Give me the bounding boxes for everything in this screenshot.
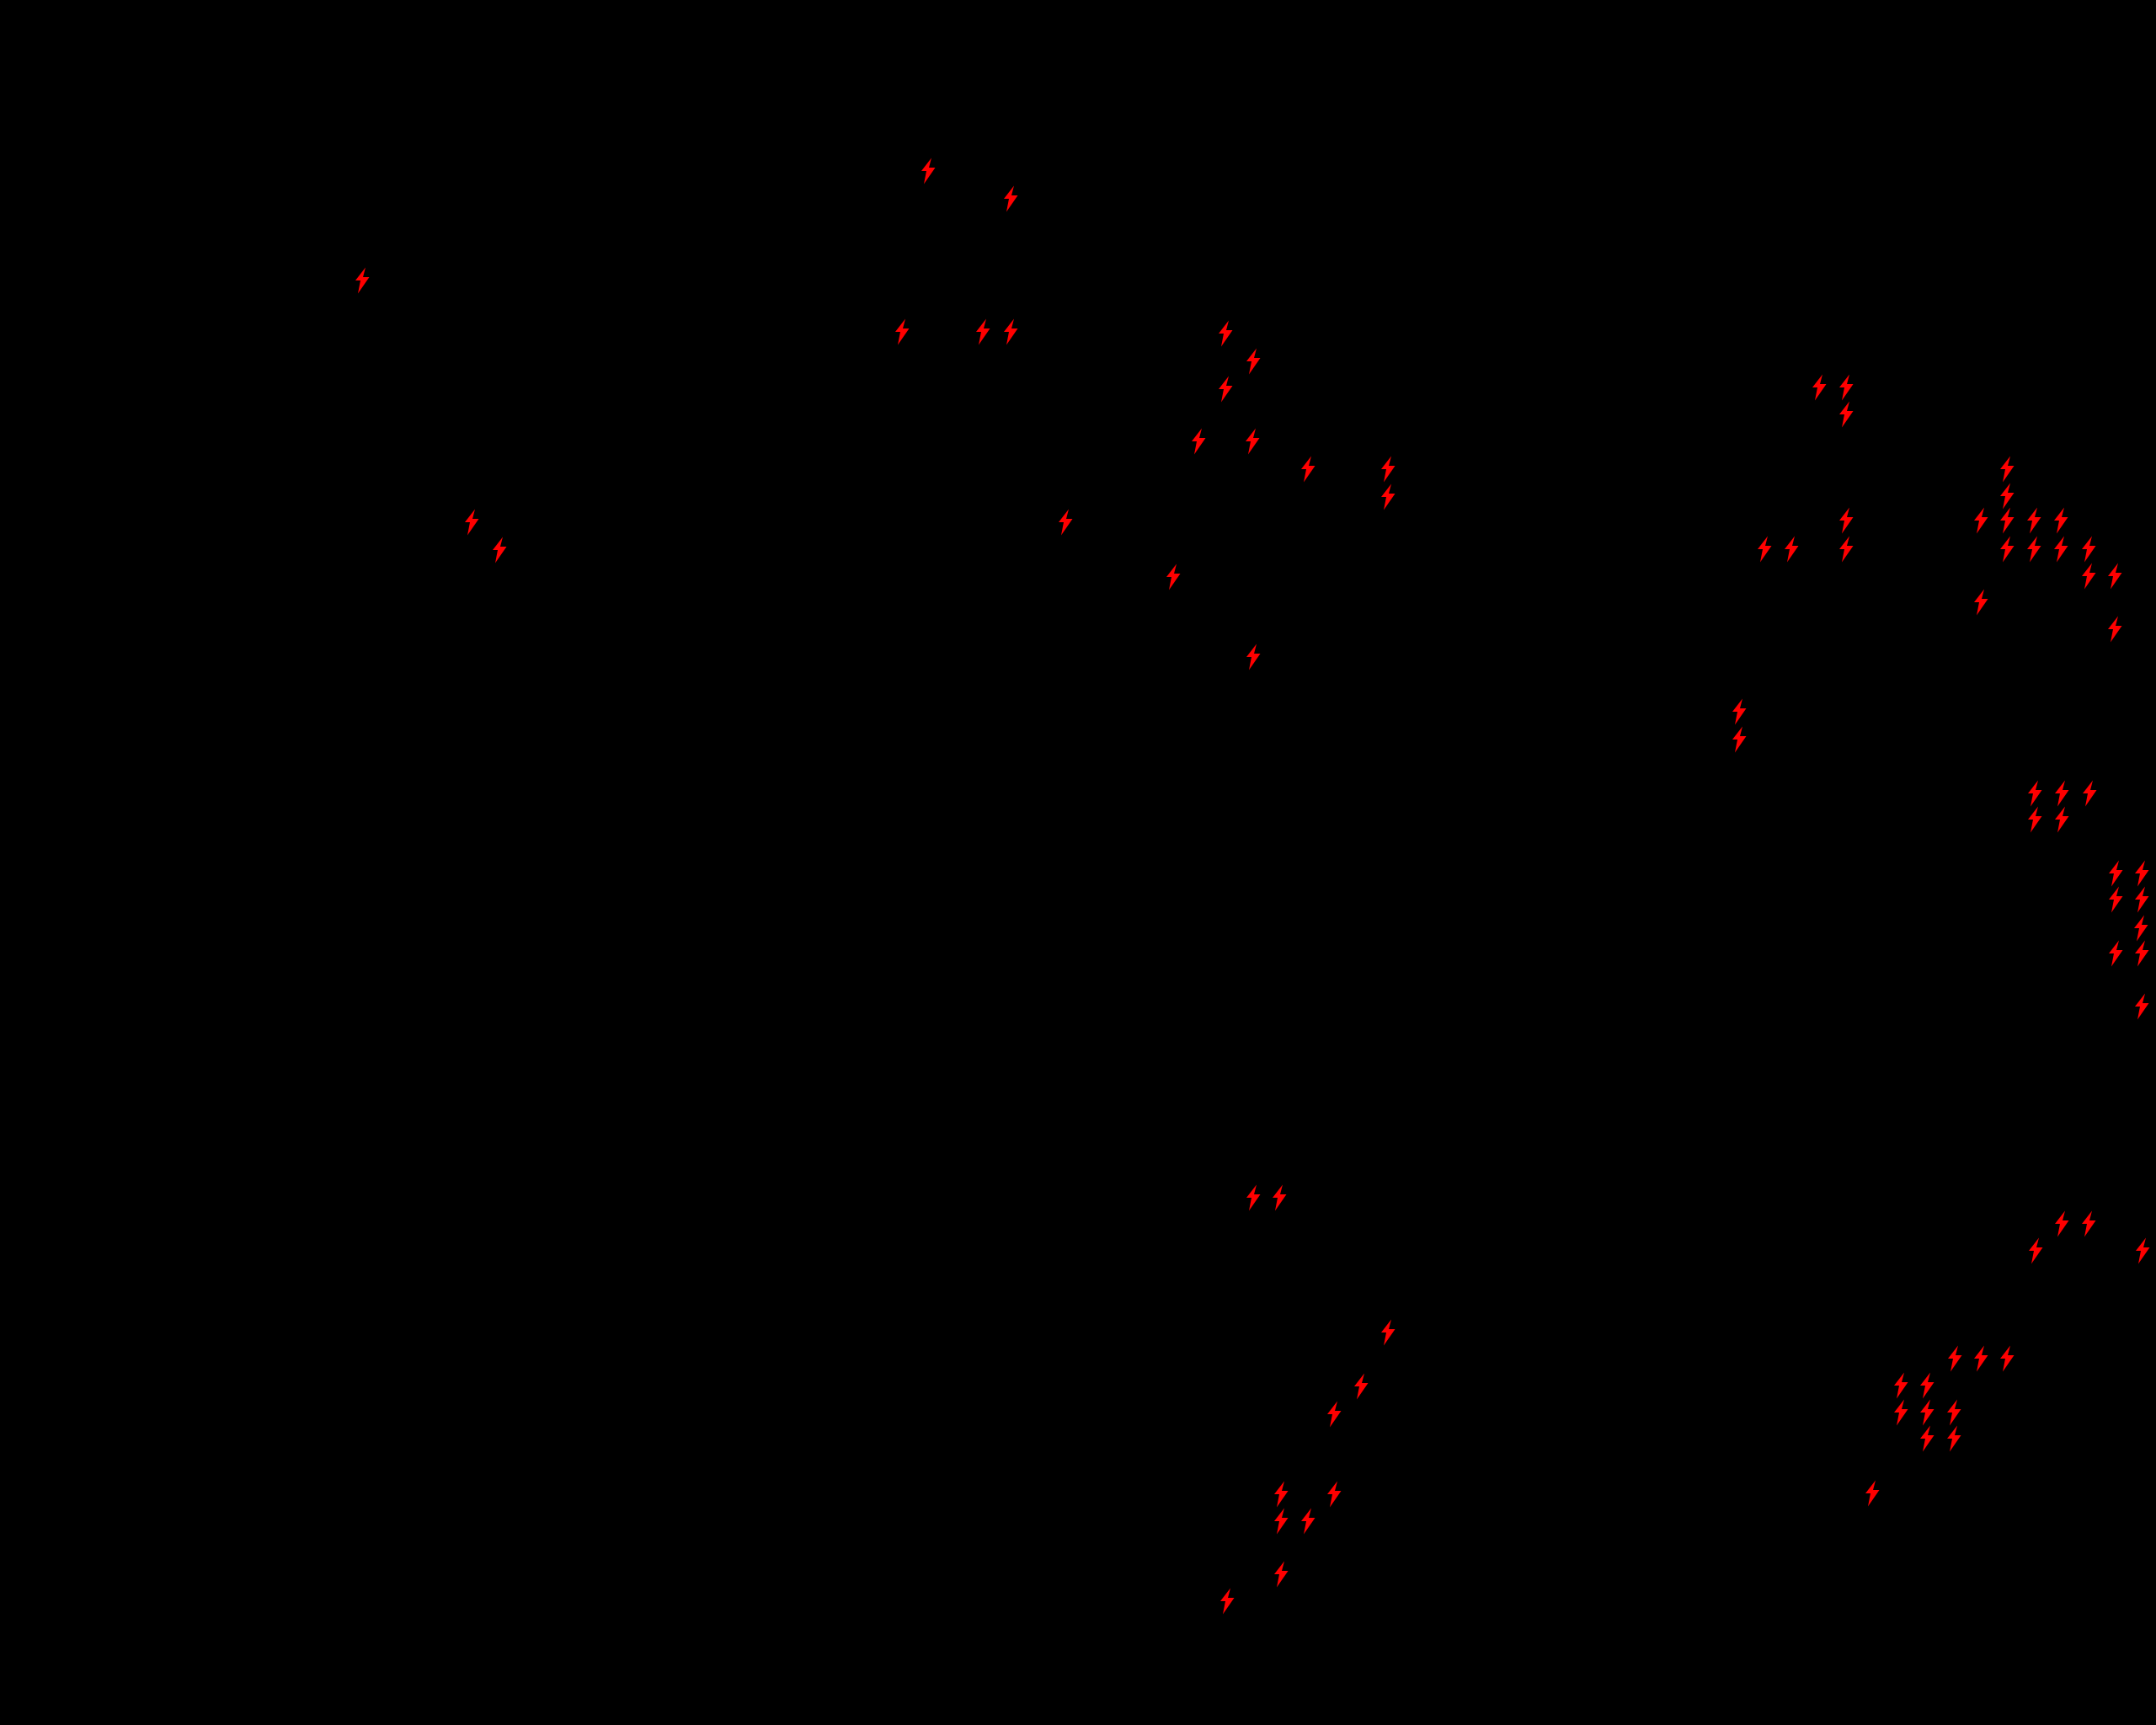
lightning-bolt-icon[interactable] [2027,1238,2045,1264]
lightning-bolt-icon[interactable] [1002,186,1020,212]
lightning-bolt-icon[interactable] [1273,1562,1290,1588]
lightning-bolt-icon[interactable] [1380,1320,1397,1346]
lightning-bolt-icon[interactable] [463,510,481,536]
lightning-bolt-icon[interactable] [1756,537,1774,563]
lightning-bolt-icon[interactable] [2134,1238,2152,1264]
lightning-bolt-icon[interactable] [1245,644,1262,670]
lightning-bolt-icon[interactable] [1919,1373,1936,1399]
lightning-bolt-icon[interactable] [2052,537,2070,563]
lightning-bolt-icon[interactable] [1972,1346,1990,1372]
lightning-bolt-icon[interactable] [1190,429,1208,455]
lightning-bolt-icon[interactable] [1244,429,1262,455]
lightning-bolt-icon[interactable] [1999,537,2016,563]
lightning-bolt-icon[interactable] [2053,781,2071,807]
lightning-bolt-icon[interactable] [2080,563,2098,590]
lightning-bolt-icon[interactable] [1271,1185,1289,1211]
lightning-bolt-icon[interactable] [1731,727,1748,753]
lightning-bolt-icon[interactable] [2025,537,2043,563]
lightning-bolt-icon[interactable] [1353,1374,1370,1400]
lightning-bolt-icon[interactable] [1892,1373,1910,1399]
lightning-bolt-icon[interactable] [1165,564,1182,590]
lightning-bolt-icon[interactable] [1245,349,1262,375]
lightning-bolt-icon[interactable] [2133,861,2151,887]
lightning-bolt-icon[interactable] [1273,1509,1290,1535]
lightning-bolt-icon[interactable] [1299,1509,1317,1535]
lightning-bolt-icon[interactable] [1999,457,2016,483]
lightning-bolt-icon[interactable] [1838,537,1855,563]
lightning-bolt-icon[interactable] [1838,402,1855,428]
lightning-bolt-icon[interactable] [1864,1481,1881,1507]
lightning-bolt-icon[interactable] [2106,617,2124,643]
lightning-bolt-icon[interactable] [2107,887,2125,913]
lightning-bolt-icon[interactable] [920,158,937,184]
lightning-bolt-icon[interactable] [2133,994,2151,1020]
lightning-bolt-icon[interactable] [1217,377,1235,403]
lightning-bolt-icon[interactable] [2081,781,2099,807]
lightning-bolt-icon[interactable] [2133,887,2151,913]
lightning-bolt-icon[interactable] [2052,508,2070,534]
lightning-bolt-icon[interactable] [974,319,992,345]
lightning-bolt-icon[interactable] [1892,1400,1910,1426]
lightning-bolt-icon[interactable] [2133,941,2151,967]
lightning-bolt-icon[interactable] [1217,321,1235,347]
lightning-bolt-icon[interactable] [1972,590,1990,616]
lightning-bolt-icon[interactable] [354,268,371,294]
lightning-bolt-icon[interactable] [2026,781,2044,807]
lightning-bolt-icon[interactable] [2080,1211,2098,1237]
lightning-bolt-icon[interactable] [1002,319,1020,345]
lightning-bolt-icon[interactable] [2025,508,2043,534]
lightning-bolt-icon[interactable] [1838,375,1855,401]
lightning-bolt-icon[interactable] [1999,483,2016,510]
lightning-bolt-icon[interactable] [2080,537,2098,563]
lightning-bolt-icon[interactable] [1380,484,1397,510]
lightning-bolt-icon[interactable] [2107,941,2125,967]
lightning-bolt-icon[interactable] [1999,508,2016,534]
lightning-bolt-icon[interactable] [1057,510,1075,536]
lightning-bolt-icon[interactable] [1273,1482,1290,1508]
lightning-bolt-icon[interactable] [1783,537,1801,563]
lightning-bolt-icon[interactable] [1731,699,1748,725]
lightning-bolt-icon[interactable] [1972,508,1990,534]
lightning-bolt-icon[interactable] [1919,1400,1936,1426]
lightning-bolt-icon[interactable] [1999,1346,2016,1372]
lightning-bolt-icon[interactable] [1838,508,1855,534]
lightning-bolt-icon[interactable] [2026,807,2044,833]
lightning-bolt-icon[interactable] [491,537,509,563]
lightning-bolt-icon[interactable] [2053,1211,2071,1237]
lightning-bolt-icon[interactable] [1945,1400,1963,1426]
lightning-bolt-icon[interactable] [2053,807,2071,833]
lightning-bolt-icon[interactable] [1811,375,1828,401]
lightning-bolt-icon[interactable] [2107,861,2125,887]
lightning-bolt-icon[interactable] [1245,1185,1262,1211]
lightning-bolt-icon[interactable] [1219,1589,1236,1615]
lightning-bolt-icon[interactable] [1945,1426,1963,1452]
lightning-bolt-icon[interactable] [2106,563,2124,590]
lightning-bolt-icon[interactable] [1299,457,1317,483]
lightning-bolt-icon[interactable] [1919,1426,1936,1452]
lightning-bolt-icon[interactable] [1326,1402,1343,1428]
lightning-bolt-icon[interactable] [894,319,911,345]
lightning-bolt-icon[interactable] [1326,1482,1343,1508]
lightning-bolt-icon[interactable] [1946,1346,1964,1372]
lightning-bolt-icon[interactable] [1380,457,1397,483]
lightning-bolt-icon[interactable] [2132,916,2150,942]
